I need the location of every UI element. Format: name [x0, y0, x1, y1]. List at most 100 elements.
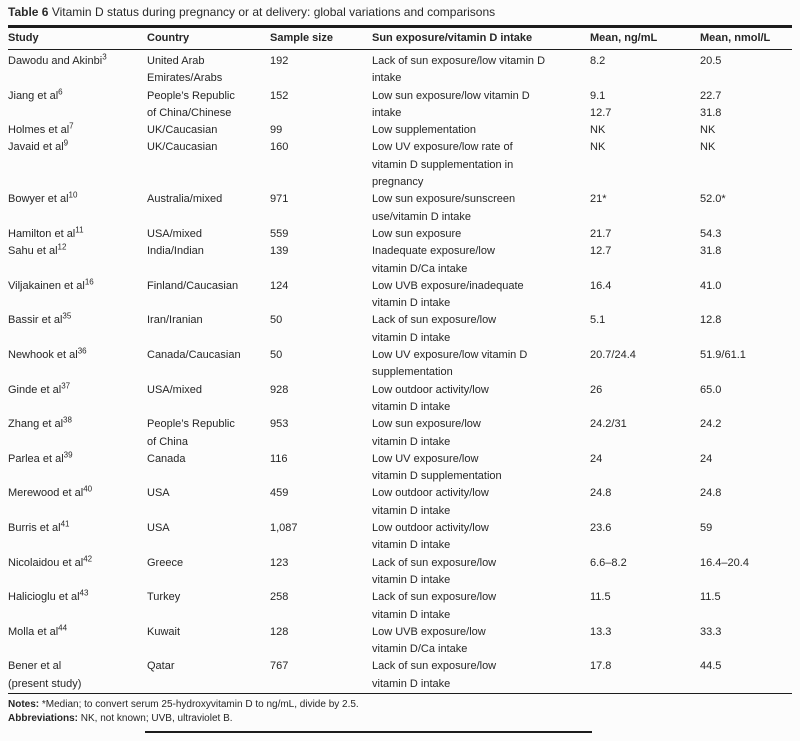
- table-number: Table 6: [8, 5, 49, 19]
- country-cell: Finland/Caucasian: [147, 279, 239, 292]
- mean-ng-cell: 6.6–8.2: [590, 556, 627, 569]
- mean-nmol-cell: 65.0: [700, 383, 722, 396]
- col-header-sun-exposure: Sun exposure/vitamin D intake: [372, 28, 590, 50]
- study-cell: Newhook et al36: [8, 347, 147, 382]
- abbreviations-text: NK, not known; UVB, ultraviolet B.: [78, 713, 233, 725]
- study-cell: Zhang et al38: [8, 416, 147, 451]
- abbreviations-line: Abbreviations: NK, not known; UVB, ultra…: [8, 712, 792, 727]
- mean-ng-cell: 9.1 12.7: [590, 89, 612, 119]
- study-ref: 37: [61, 380, 71, 390]
- sample-size-cell: 152: [270, 89, 289, 102]
- mean-nmol-cell: 51.9/61.1: [700, 349, 746, 362]
- sun-exposure-cell: Low outdoor activity/low vitamin D intak…: [372, 383, 489, 413]
- sun-exposure-cell: Lack of sun exposure/low vitamin D intak…: [372, 55, 546, 85]
- study-ref: 38: [63, 415, 72, 425]
- notes-label: Notes:: [8, 698, 40, 710]
- mean-ng-cell: 26: [590, 383, 603, 396]
- study-ref: 11: [75, 225, 84, 235]
- sun-exposure-cell: Low UV exposure/low rate of vitamin D su…: [372, 141, 514, 189]
- study-name: Bassir et al: [8, 314, 63, 327]
- sample-size-cell: 459: [270, 487, 289, 500]
- study-cell: Bener et al (present study): [8, 658, 147, 693]
- study-name: Viljakainen et al: [8, 279, 85, 292]
- table-row: Burris et al41 USA 1,087 Low outdoor act…: [8, 520, 792, 555]
- mean-nmol-cell: NK: [700, 124, 716, 137]
- col-header-study: Study: [8, 28, 147, 50]
- mean-ng-cell: 8.2: [590, 55, 606, 67]
- sample-size-cell: 971: [270, 193, 289, 206]
- study-name: Sahu et al: [8, 245, 58, 258]
- country-cell: India/Indian: [147, 245, 204, 258]
- mean-nmol-cell: 41.0: [700, 279, 722, 292]
- table-row: Bener et al (present study) Qatar 767 La…: [8, 658, 792, 693]
- col-header-mean-ng: Mean, ng/mL: [590, 28, 700, 50]
- mean-ng-cell: 17.8: [590, 660, 612, 673]
- country-cell: Kuwait: [147, 625, 181, 638]
- col-header-country: Country: [147, 28, 270, 50]
- mean-ng-cell: 13.3: [590, 625, 612, 638]
- mean-nmol-cell: 33.3: [700, 625, 722, 638]
- table-row: Newhook et al36 Canada/Caucasian 50 Low …: [8, 347, 792, 382]
- study-name: Merewood et al: [8, 487, 84, 500]
- sample-size-cell: 1,087: [270, 522, 298, 535]
- study-cell: Nicolaidou et al42: [8, 554, 147, 590]
- table-header: Study Country Sample size Sun exposure/v…: [8, 28, 792, 50]
- table-row: Viljakainen et al16 Finland/Caucasian 12…: [8, 278, 792, 313]
- mean-ng-cell: 5.1: [590, 314, 606, 327]
- data-table: Study Country Sample size Sun exposure/v…: [8, 28, 792, 694]
- study-name: Molla et al: [8, 625, 59, 638]
- sample-size-cell: 160: [270, 141, 289, 154]
- mean-nmol-cell: 54.3: [700, 227, 722, 240]
- notes-line: Notes: *Median; to convert serum 25-hydr…: [8, 698, 792, 713]
- sun-exposure-cell: Lack of sun exposure/low vitamin D intak…: [372, 314, 497, 344]
- table-row: Zhang et al38 People’s Republic of China…: [8, 416, 792, 451]
- sample-size-cell: 139: [270, 245, 289, 258]
- study-name: Holmes et al: [8, 124, 70, 137]
- mean-nmol-cell: 22.7 31.8: [700, 89, 722, 119]
- study-cell: Merewood et al40: [8, 485, 147, 520]
- country-cell: Canada/Caucasian: [147, 349, 241, 362]
- study-ref: 3: [102, 52, 107, 62]
- study-name: Nicolaidou et al: [8, 556, 84, 569]
- table-row: Merewood et al40 USA 459 Low outdoor act…: [8, 485, 792, 520]
- sun-exposure-cell: Low sun exposure: [372, 227, 462, 240]
- sun-exposure-cell: Low UV exposure/low vitamin D supplement…: [372, 452, 502, 483]
- country-cell: People’s Republic of China: [147, 418, 235, 448]
- study-name: Halicioglu et al: [8, 591, 80, 604]
- mean-ng-cell: 12.7: [590, 245, 612, 258]
- study-ref: 36: [77, 346, 87, 356]
- table-row: Nicolaidou et al42 Greece 123 Lack of su…: [8, 554, 792, 590]
- sun-exposure-cell: Inadequate exposure/low vitamin D/Ca int…: [372, 245, 495, 275]
- table-caption: Vitamin D status during pregnancy or at …: [51, 5, 496, 19]
- table-notes: Notes: *Median; to convert serum 25-hydr…: [8, 698, 792, 727]
- country-cell: People’s Republic of China/Chinese: [147, 89, 235, 119]
- table-row: Jiang et al6 People’s Republic of China/…: [8, 87, 792, 123]
- table-row: Sahu et al12 India/Indian 139 Inadequate…: [8, 243, 792, 278]
- country-cell: Qatar: [147, 660, 175, 673]
- study-cell: Holmes et al7: [8, 122, 147, 139]
- study-cell: Bowyer et al10: [8, 191, 147, 226]
- table-row: Ginde et al37 USA/mixed 928 Low outdoor …: [8, 380, 792, 417]
- mean-ng-cell: 23.6: [590, 522, 612, 535]
- sun-exposure-cell: Lack of sun exposure/low vitamin D intak…: [372, 556, 497, 586]
- next-table-top-rule: [145, 730, 592, 733]
- mean-ng-cell: 21.7: [590, 227, 612, 240]
- mean-ng-cell: 21*: [590, 193, 607, 206]
- study-cell: Burris et al41: [8, 520, 147, 555]
- table-title: Table 6 Vitamin D status during pregnanc…: [8, 5, 792, 19]
- study-ref: 39: [63, 450, 73, 460]
- mean-nmol-cell: 20.5: [700, 55, 722, 67]
- mean-ng-cell: 16.4: [590, 279, 612, 292]
- sample-size-cell: 128: [270, 625, 289, 638]
- sample-size-cell: 50: [270, 314, 283, 327]
- study-name: Javaid et al: [8, 141, 64, 154]
- table-row: Dawodu and Akinbi3 United Arab Emirates/…: [8, 50, 792, 88]
- mean-ng-cell: 24.8: [590, 487, 612, 500]
- country-cell: Australia/mixed: [147, 193, 223, 206]
- country-cell: Canada: [147, 452, 186, 465]
- study-name: Zhang et al: [8, 418, 64, 431]
- study-cell: Viljakainen et al16: [8, 278, 147, 313]
- sun-exposure-cell: Low sun exposure/low vitamin D intake: [372, 418, 481, 448]
- study-ref: 44: [58, 623, 68, 633]
- table-row: Bowyer et al10 Australia/mixed 971 Low s…: [8, 191, 792, 226]
